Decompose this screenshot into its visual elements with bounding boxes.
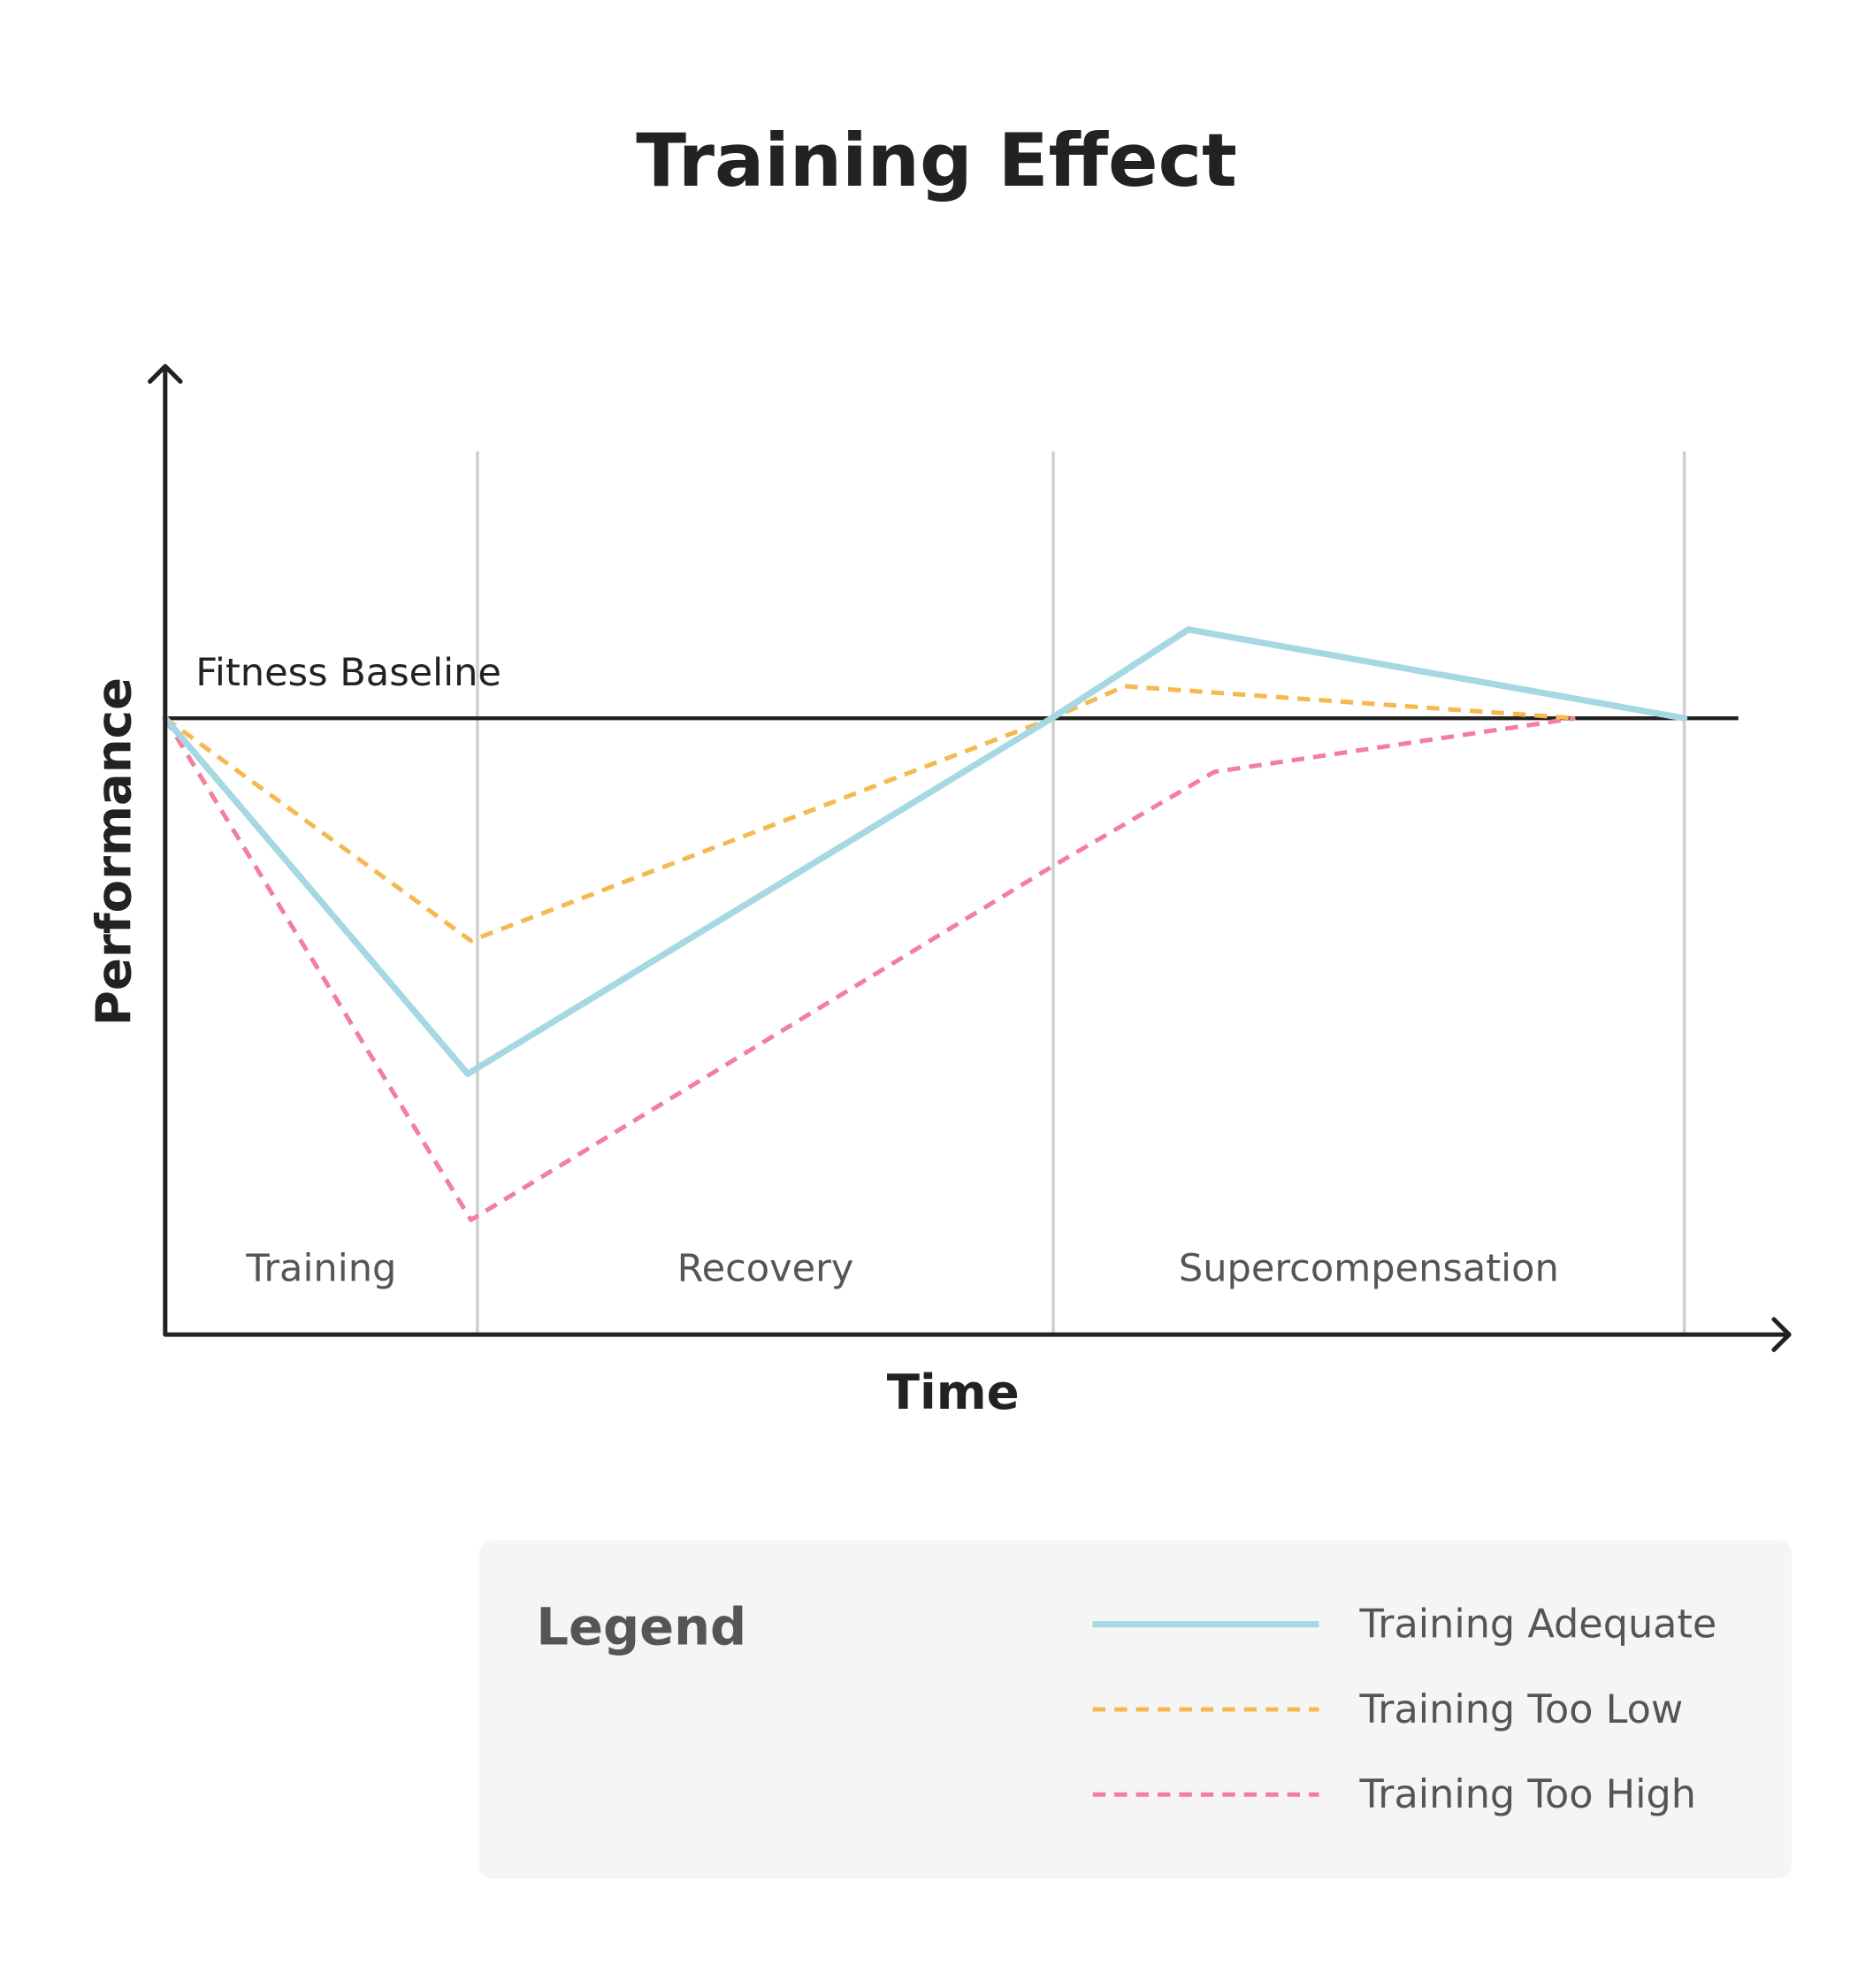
legend-title: Legend <box>536 1598 746 1657</box>
phase-label: Training <box>245 1247 396 1291</box>
series-line <box>162 626 1688 1077</box>
plot: Training Recovery Supercompensation Fitness… <box>162 451 1739 1335</box>
phase-label: Recovery <box>677 1247 854 1291</box>
legend-label: Training Too High <box>1358 1771 1696 1817</box>
legend-box <box>478 1540 1793 1879</box>
chart-title: Training Effect <box>636 118 1237 203</box>
y-axis-label: Performance <box>85 677 141 1026</box>
legend-label: Training Adequate <box>1358 1602 1716 1648</box>
legend-label: Training Too Low <box>1358 1686 1683 1732</box>
phase-label: Supercompensation <box>1179 1247 1559 1291</box>
baseline-label: Fitness Baseline <box>195 651 501 695</box>
series-line <box>163 715 1576 1222</box>
x-axis-label: Time <box>887 1364 1020 1420</box>
axes <box>148 363 1792 1352</box>
